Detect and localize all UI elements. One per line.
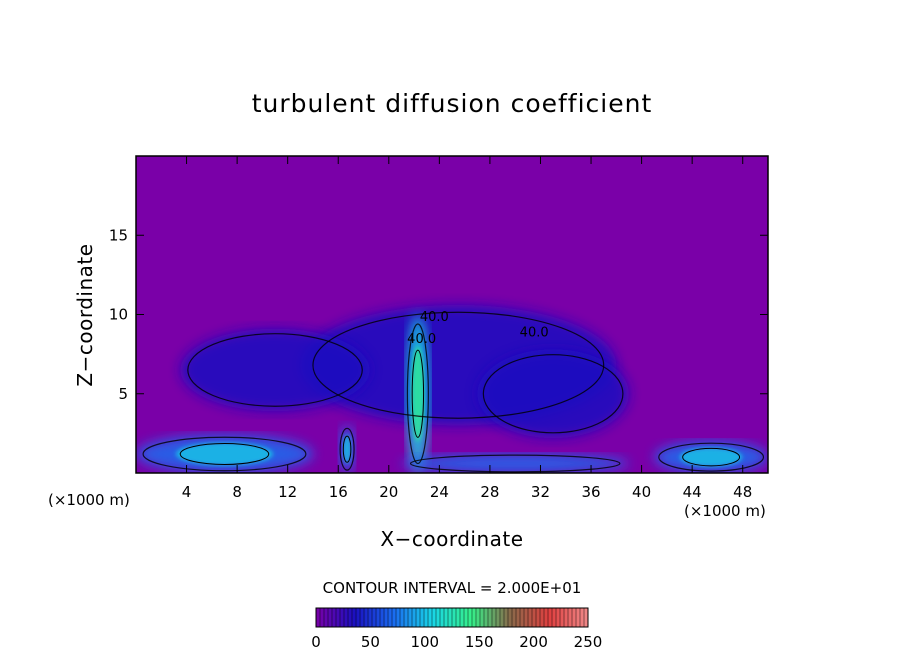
contour-core-boundary-layer-left [179,443,270,465]
y-axis: 5 10 15 [109,226,768,403]
field-right-eddy [477,349,629,439]
x-tick-label: 16 [329,483,348,501]
contour-label: 40.0 [420,310,449,325]
contour-label-layer: 40.0 40.0 40.0 [407,310,548,347]
contour-core-boundary-layer-right [682,447,741,467]
field-boundary-layer-mid [401,453,629,473]
x-tick-label: 40 [632,483,651,501]
x-tick-label: 36 [581,483,600,501]
contour-label: 40.0 [407,332,436,347]
y-tick-label: 15 [109,226,128,244]
field-core-boundary-layer-right [679,447,743,467]
contour-left-eddy [187,333,363,407]
colorbar-tick-label: 50 [361,633,380,651]
field-core-central-updraft [411,346,425,442]
contour-right-eddy [482,354,624,434]
colorbar-tick-label: 0 [311,633,321,651]
contour-boundary-layer-left [142,436,307,472]
x-unit-right: (×1000 m) [684,502,766,520]
field-core-boundary-layer-left [175,442,274,466]
chart-title: turbulent diffusion coefficient [252,89,653,118]
x-tick-label: 48 [733,483,752,501]
colorbar-tick-label: 250 [574,633,603,651]
x-tick-label: 44 [683,483,702,501]
plot-area: 40.0 40.0 40.0 [136,156,768,473]
contour-central-updraft [406,323,429,465]
colorbar-tick-label: 150 [465,633,494,651]
contour-core-central-updraft [411,349,425,438]
contour-interval-text: CONTOUR INTERVAL = 2.000E+01 [323,579,582,597]
contour-core-secondary-updraft [342,435,352,463]
x-axis-label: X−coordinate [380,527,523,551]
x-tick-label: 20 [379,483,398,501]
x-tick-label: 24 [430,483,449,501]
x-tick-label: 12 [278,483,297,501]
x-unit-left: (×1000 m) [48,491,130,509]
y-tick-label: 5 [118,385,128,403]
field-core-secondary-updraft [342,434,352,464]
field-left-eddy [180,328,370,412]
colorbar-ticks: 0 50 100 150 200 250 [311,633,602,651]
y-tick-label: 10 [109,306,128,324]
x-tick-label: 4 [182,483,192,501]
colorbar-stripes [315,608,589,627]
colorbar-tick-label: 100 [410,633,439,651]
contour-upper-cloud-plume [312,311,605,419]
contour-secondary-updraft [339,427,355,471]
x-tick-label: 32 [531,483,550,501]
x-tick-label: 8 [232,483,242,501]
x-axis: 4 8 12 16 20 24 28 32 36 40 44 48 [182,156,752,501]
colorbar-tick-label: 200 [519,633,548,651]
contour-layer [142,311,765,473]
contour-label: 40.0 [520,326,549,341]
y-axis-label: Z−coordinate [73,243,97,386]
field-layer [136,304,768,473]
contour-boundary-layer-mid [409,454,621,473]
x-tick-label: 28 [480,483,499,501]
contour-boundary-layer-right [658,442,765,472]
